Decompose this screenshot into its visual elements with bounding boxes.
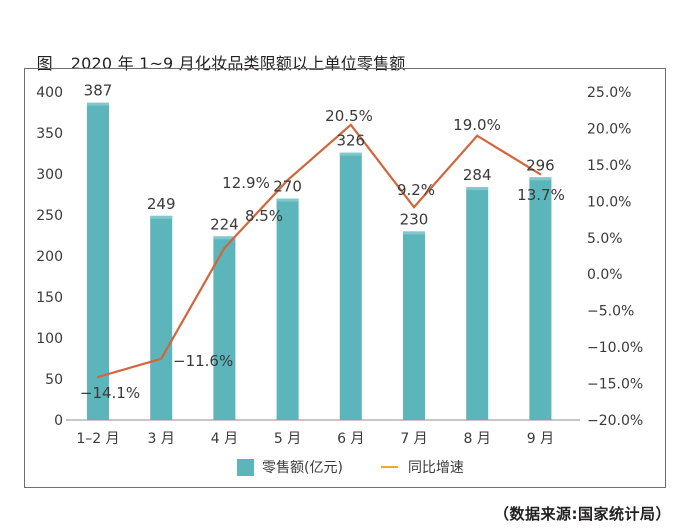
line-point	[476, 134, 479, 137]
line-value-label: 20.5%	[325, 107, 373, 125]
bar-highlight	[529, 177, 552, 181]
left-axis-tick-label: 300	[36, 167, 63, 183]
bar	[529, 177, 552, 420]
bar-value-label: 387	[84, 82, 113, 100]
line-point	[286, 179, 289, 182]
x-axis-tick-label: 6 月	[337, 431, 364, 447]
bar	[276, 198, 299, 420]
x-axis-tick-label: 3 月	[148, 431, 175, 447]
bar-value-label: 249	[147, 195, 176, 213]
bar-highlight	[150, 215, 173, 219]
bar-value-label: 284	[463, 166, 492, 184]
left-axis-tick-label: 350	[36, 126, 63, 142]
line-value-label: 9.2%	[397, 181, 435, 199]
left-axis-tick-label: 150	[36, 290, 63, 306]
line-point	[539, 173, 542, 176]
line-value-label: 12.9%	[222, 174, 270, 192]
x-axis-tick-label: 9 月	[527, 431, 554, 447]
line-value-label: 13.7%	[517, 186, 565, 204]
bar	[150, 215, 173, 420]
line-value-label: 8.5%	[245, 207, 283, 225]
left-axis-tick-label: 50	[45, 372, 63, 388]
bar	[87, 102, 109, 420]
x-axis-tick-label: 5 月	[274, 431, 301, 447]
line-value-label: −14.1%	[80, 384, 140, 402]
line-point	[97, 375, 99, 378]
x-axis-tick-label: 1–2 月	[76, 431, 119, 447]
legend-bar-label: 零售额(亿元)	[262, 460, 343, 476]
right-axis-tick-label: 15.0%	[587, 158, 631, 174]
bar	[213, 236, 236, 420]
bar	[466, 187, 489, 420]
bar	[339, 152, 362, 420]
x-axis-tick-label: 4 月	[211, 431, 238, 447]
bar-highlight	[213, 236, 236, 240]
line-point	[413, 206, 415, 209]
line-value-label: 19.0%	[453, 116, 501, 134]
bar-value-label: 270	[273, 178, 302, 196]
left-axis-tick-label: 250	[36, 208, 63, 224]
right-axis-tick-label: 20.0%	[587, 121, 631, 137]
x-axis-tick-label: 8 月	[464, 431, 491, 447]
growth-rate-line	[97, 123, 541, 379]
left-axis-tick-label: 100	[36, 331, 63, 347]
legend-line-swatch	[380, 466, 398, 468]
line-value-label: −11.6%	[173, 352, 233, 370]
right-axis-tick-label: −15.0%	[587, 377, 643, 393]
bar-value-label: 326	[336, 132, 365, 150]
right-axis-tick-label: 5.0%	[587, 231, 623, 247]
right-axis-tick-label: 0.0%	[587, 267, 623, 283]
left-axis-tick-label: 400	[36, 85, 63, 101]
line-point	[349, 123, 352, 126]
line-point	[223, 246, 226, 249]
bar-value-label: 224	[210, 215, 239, 233]
right-axis-tick-label: −5.0%	[587, 304, 634, 320]
bar-value-label: 230	[400, 210, 429, 228]
bar-value-label: 296	[526, 156, 555, 174]
right-axis-tick-label: 25.0%	[587, 85, 631, 101]
data-source-note: （数据来源:国家统计局）	[494, 505, 671, 523]
legend-bar-swatch	[237, 458, 254, 476]
chart-frame	[24, 68, 666, 488]
right-axis-tick-label: −20.0%	[587, 413, 643, 429]
right-axis-tick-label: 10.0%	[587, 194, 631, 210]
bar-highlight	[466, 187, 489, 191]
x-axis-tick-label: 7 月	[400, 431, 427, 447]
bar-highlight	[87, 102, 109, 106]
left-axis-tick-label: 0	[54, 413, 63, 429]
bar-highlight	[276, 198, 299, 202]
legend: 零售额(亿元) 同比增速	[237, 457, 464, 477]
bar	[403, 231, 425, 420]
bar-highlight	[403, 231, 425, 235]
bar-highlight	[339, 152, 362, 156]
legend-line-label: 同比增速	[407, 460, 464, 476]
line-point	[160, 357, 163, 360]
right-axis-tick-label: −10.0%	[587, 340, 643, 356]
left-axis-tick-label: 200	[36, 249, 63, 265]
